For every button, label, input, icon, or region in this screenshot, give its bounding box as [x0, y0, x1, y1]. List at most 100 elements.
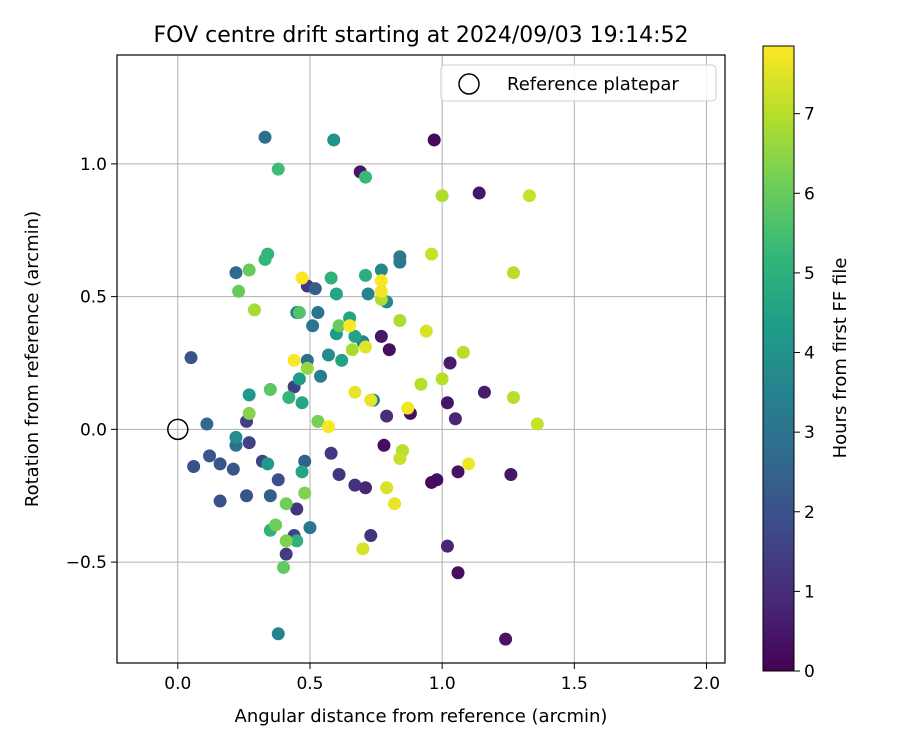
scatter-point	[462, 457, 476, 471]
x-tick-label: 0.0	[164, 674, 191, 694]
scatter-point	[279, 497, 293, 511]
scatter-point	[261, 457, 275, 471]
scatter-point	[530, 417, 544, 431]
scatter-point	[298, 486, 312, 500]
scatter-point	[364, 529, 378, 543]
scatter-point	[308, 282, 322, 296]
scatter-point	[388, 497, 402, 511]
scatter-point	[374, 329, 388, 343]
scatter-point	[427, 133, 441, 147]
x-axis-ticks: 0.0 0.5 1.0 1.5 2.0	[164, 663, 720, 694]
scatter-point	[213, 494, 227, 508]
scatter-point	[247, 303, 261, 317]
scatter-point	[440, 539, 454, 553]
scatter-point	[290, 534, 304, 548]
scatter-point	[348, 478, 362, 492]
scatter-points	[184, 130, 544, 646]
scatter-point	[324, 271, 338, 285]
scatter-point	[329, 287, 343, 301]
scatter-point	[303, 521, 317, 535]
colorbar-tick-label: 7	[804, 105, 815, 125]
legend-entry-reference-platepar: Reference platepar	[507, 74, 679, 95]
scatter-point	[361, 287, 375, 301]
scatter-point	[435, 372, 449, 386]
x-tick-label: 2.0	[693, 674, 720, 694]
scatter-point	[472, 186, 486, 200]
legend: Reference platepar	[440, 64, 717, 102]
y-tick-label: 1.0	[80, 155, 107, 175]
scatter-point	[477, 385, 491, 399]
colorbar-tick-label: 3	[804, 423, 815, 443]
reference-marker-group	[167, 418, 189, 441]
scatter-point	[240, 489, 254, 503]
scatter-point	[271, 627, 285, 641]
grid-lines	[117, 55, 725, 663]
scatter-point	[343, 319, 357, 333]
y-tick-label: −0.5	[66, 553, 107, 573]
colorbar-label: Hours from first FF file	[830, 258, 851, 459]
scatter-point	[287, 353, 301, 367]
scatter-point	[374, 263, 388, 277]
scatter-point	[448, 412, 462, 426]
scatter-point	[348, 329, 362, 343]
scatter-point	[419, 324, 433, 338]
y-axis-label: Rotation from reference (arcmin)	[22, 211, 43, 507]
legend-marker-hollow-circle-icon	[458, 73, 480, 95]
scatter-point	[425, 247, 439, 261]
scatter-point	[327, 133, 341, 147]
scatter-point	[425, 475, 439, 489]
scatter-point	[203, 449, 217, 463]
scatter-point	[401, 401, 415, 415]
scatter-point	[358, 481, 372, 495]
scatter-point	[414, 377, 428, 391]
legend-box	[440, 64, 717, 102]
colorbar-tick-label: 5	[804, 264, 815, 284]
scatter-point	[314, 369, 328, 383]
y-tick-label: 0.5	[80, 288, 107, 308]
scatter-point	[258, 252, 272, 266]
scatter-point	[456, 345, 470, 359]
scatter-point	[184, 351, 198, 365]
scatter-point	[364, 393, 378, 407]
scatter-point	[295, 271, 309, 285]
scatter-point	[226, 462, 240, 476]
scatter-point	[374, 284, 388, 298]
scatter-point	[332, 467, 346, 481]
scatter-point	[440, 396, 454, 410]
scatter-point	[263, 489, 277, 503]
scatter-point	[279, 547, 293, 561]
reference-platepar-marker	[167, 418, 189, 441]
scatter-point	[229, 266, 243, 280]
chart-title: FOV centre drift starting at 2024/09/03 …	[154, 23, 689, 48]
scatter-point	[443, 356, 457, 370]
scatter-point	[187, 460, 201, 474]
x-tick-label: 1.5	[561, 674, 588, 694]
scatter-point	[335, 353, 349, 367]
scatter-point	[435, 189, 449, 203]
scatter-point	[290, 502, 304, 516]
scatter-point	[451, 566, 465, 580]
scatter-point	[321, 348, 335, 362]
scatter-point	[271, 162, 285, 176]
scatter-point	[282, 390, 296, 404]
x-tick-label: 0.5	[296, 674, 323, 694]
scatter-point	[200, 417, 214, 431]
scatter-point	[292, 372, 306, 386]
scatter-point	[393, 314, 407, 328]
scatter-point	[380, 481, 394, 495]
colorbar-ticks: 0 1 2 3 4 5 6 7	[794, 105, 815, 682]
scatter-point	[499, 632, 513, 646]
scatter-point	[393, 255, 407, 269]
scatter-point	[374, 274, 388, 288]
scatter-point	[269, 518, 283, 532]
colorbar-tick-label: 0	[804, 662, 815, 682]
scatter-point	[258, 130, 272, 144]
scatter-point	[358, 268, 372, 282]
scatter-point	[345, 343, 359, 357]
scatter-point	[279, 534, 293, 548]
scatter-point	[451, 465, 465, 479]
scatter-point	[507, 390, 521, 404]
scatter-point	[380, 409, 394, 423]
scatter-point	[311, 414, 325, 428]
scatter-point	[298, 454, 312, 468]
